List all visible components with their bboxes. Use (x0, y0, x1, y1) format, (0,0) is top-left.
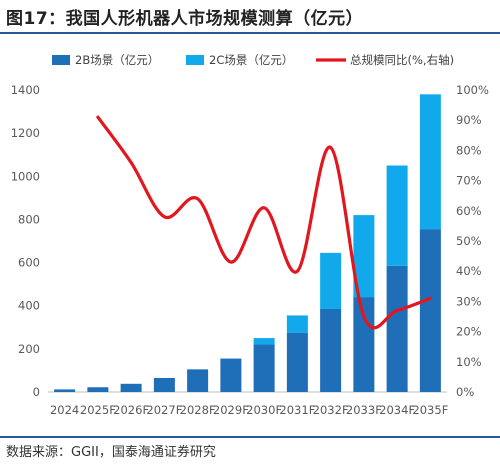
bar-2c-2034F (386, 165, 408, 266)
right-axis-tick-label: 40% (456, 264, 482, 278)
x-axis-category-label: 2035F (412, 403, 448, 417)
bar-2b-2035F (419, 229, 441, 392)
x-axis-category-label: 2030F (246, 403, 282, 417)
right-axis-tick-label: 20% (456, 325, 482, 339)
left-axis-tick-label: 1400 (11, 83, 40, 97)
bar-2b-2026F (120, 383, 142, 392)
legend-label-2b: 2B场景（亿元） (75, 53, 159, 67)
title-rule (0, 32, 500, 34)
bar-2c-2033F (353, 215, 375, 298)
footer-rule (0, 436, 500, 438)
right-axis-tick-label: 90% (456, 113, 482, 127)
data-source-note: 数据来源：GGII，国泰海通证券研究 (6, 445, 216, 460)
x-axis-category-label: 2025F (80, 403, 116, 417)
right-axis-tick-label: 0% (456, 385, 474, 399)
bar-2b-2027F (153, 377, 175, 392)
right-axis-tick-label: 50% (456, 234, 482, 248)
bar-2b-2033F (353, 297, 375, 392)
bar-2b-2024 (54, 389, 76, 392)
figure-title: 图17：我国人形机器人市场规模测算（亿元） (6, 9, 364, 29)
left-axis-tick-label: 800 (18, 212, 40, 226)
legend-label-2c: 2C场景（亿元） (209, 53, 293, 67)
bar-2c-2032F (320, 252, 342, 309)
x-axis-category-label: 2031F (279, 403, 315, 417)
left-axis-tick-label: 1200 (11, 126, 40, 140)
left-axis-tick-label: 200 (18, 342, 40, 356)
x-axis-category-label: 2027F (146, 403, 182, 417)
legend-label-growth: 总规模同比(%,右轴) (350, 53, 454, 67)
right-axis-tick-label: 60% (456, 204, 482, 218)
left-axis-tick-label: 0 (33, 385, 40, 399)
bar-2b-2025F (87, 387, 109, 392)
bar-2b-2028F (187, 369, 209, 392)
bar-2c-2035F (419, 94, 441, 230)
market-size-chart: 0 200 400 600 800 1000 1200 1400 0% 10% 20% 30% 40% 5… (11, 53, 489, 417)
bar-2b-2031F (286, 332, 308, 392)
bar-2b-2032F (320, 308, 342, 392)
right-axis-tick-label: 80% (456, 143, 482, 157)
right-axis-tick-label: 70% (456, 174, 482, 188)
bar-2b-2030F (253, 344, 275, 392)
legend-swatch-2c (186, 55, 204, 65)
bar-2b-2034F (386, 265, 408, 392)
x-axis-category-label: 2026F (113, 403, 149, 417)
left-axis-tick-label: 400 (18, 299, 40, 313)
right-axis-tick-label: 10% (456, 355, 482, 369)
x-axis-category-label: 2024 (50, 403, 79, 417)
left-axis-tick-label: 600 (18, 256, 40, 270)
legend-swatch-2b (52, 55, 70, 65)
bar-2c-2031F (286, 315, 308, 333)
bar-2c-2030F (253, 338, 275, 345)
x-axis-category-label: 2029F (213, 403, 249, 417)
x-axis-category-label: 2033F (346, 403, 382, 417)
growth-line-series (96, 115, 432, 330)
x-axis-category-label: 2034F (379, 403, 415, 417)
bar-2b-2029F (220, 358, 242, 392)
right-axis-tick-label: 100% (456, 83, 489, 97)
x-axis-category-label: 2032F (313, 403, 349, 417)
right-axis-tick-label: 30% (456, 294, 482, 308)
left-axis-tick-label: 1000 (11, 169, 40, 183)
x-axis-category-label: 2028F (180, 403, 216, 417)
